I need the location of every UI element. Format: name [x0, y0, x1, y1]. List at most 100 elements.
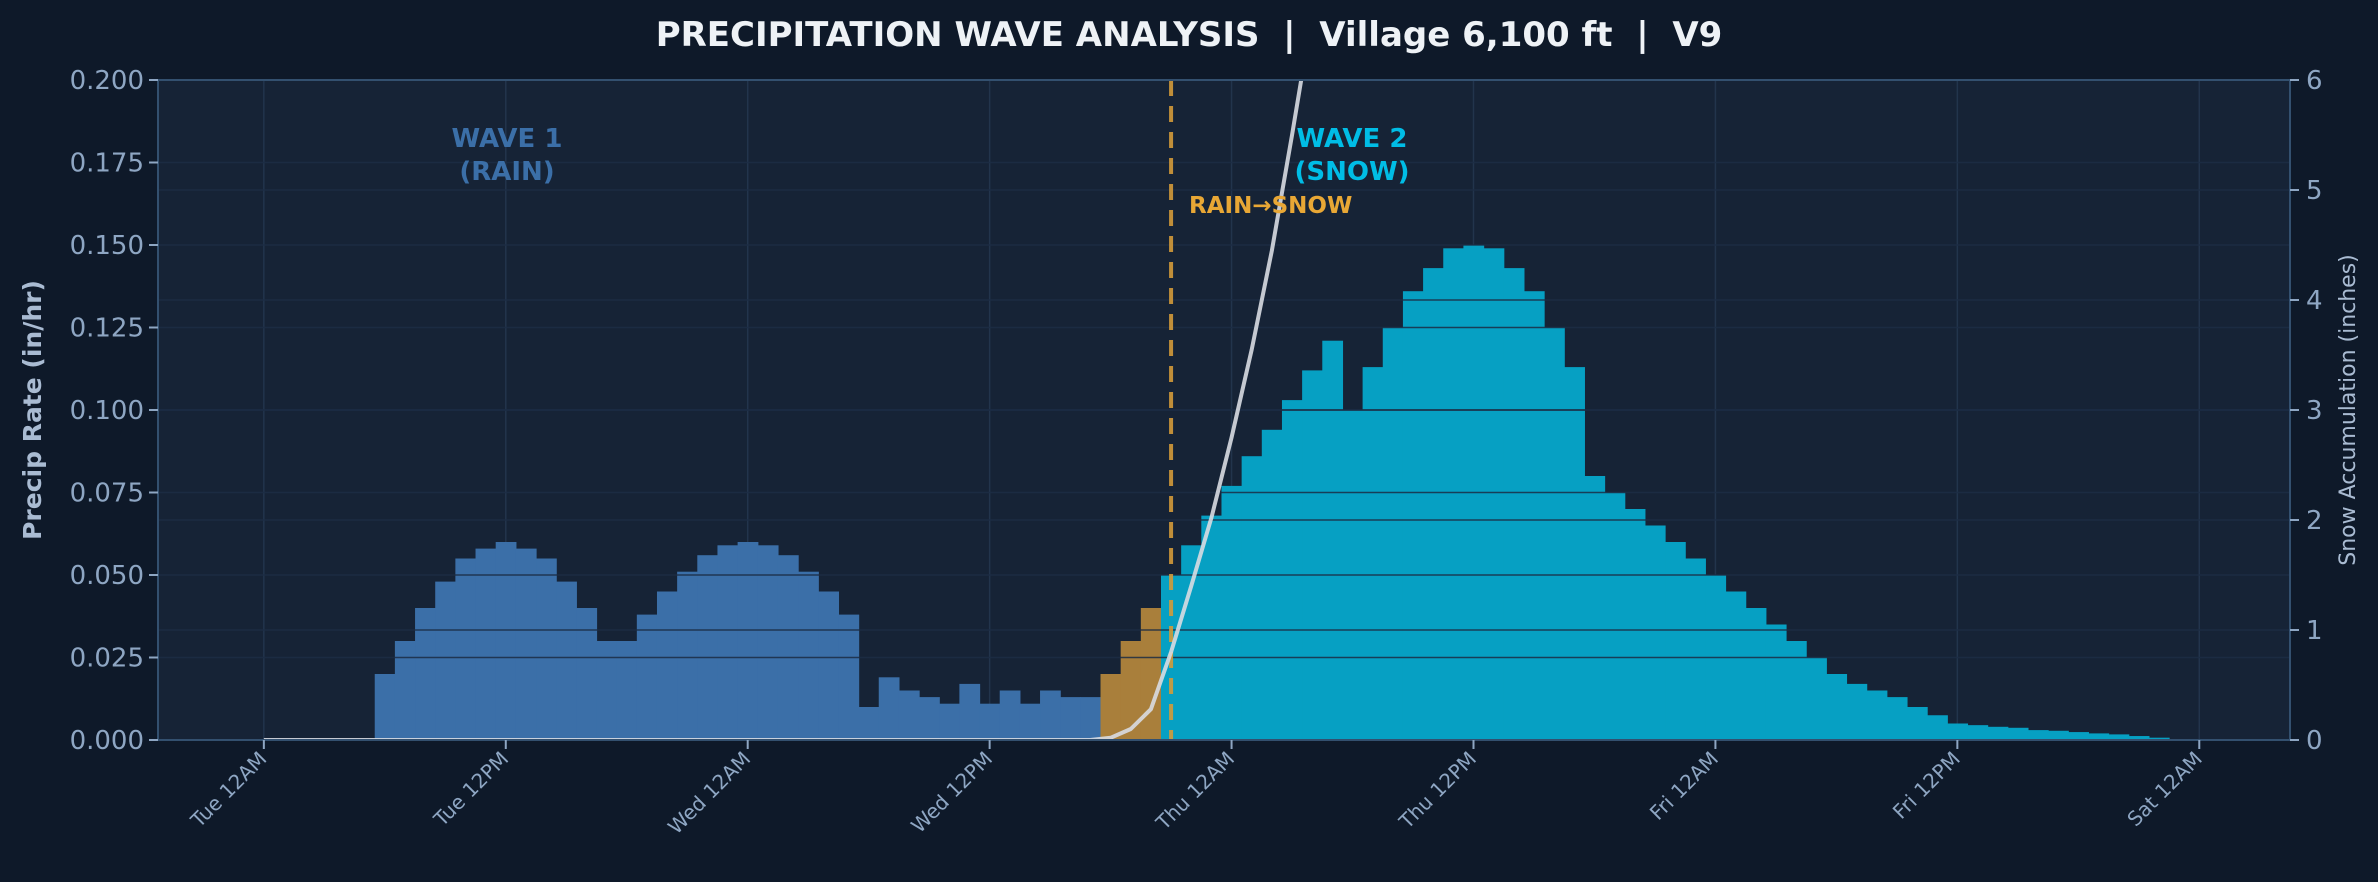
snow-bar	[1886, 697, 1908, 740]
snow-bar	[2027, 730, 2049, 740]
wave2-label: WAVE 2 (SNOW)	[1294, 124, 1409, 187]
snow-bar	[1302, 370, 1323, 740]
snow-bar	[1947, 723, 1969, 740]
snow-bar	[1806, 657, 1827, 740]
accumulation-line-group	[263, 80, 1304, 740]
rain-bar	[959, 683, 981, 740]
snow-bar	[1745, 608, 1767, 740]
rain-bar	[999, 690, 1021, 740]
rain-bar	[556, 581, 577, 740]
rain-bar	[455, 558, 477, 740]
snow-bar	[1906, 707, 1928, 740]
snow-bar	[1644, 525, 1666, 740]
rain-bar	[818, 591, 840, 740]
rain-bar	[697, 555, 719, 740]
snow-bar	[1241, 456, 1263, 740]
snow-bar	[2108, 734, 2130, 740]
snow-bar	[2128, 736, 2150, 740]
y-tick-label: 0.050	[70, 561, 144, 591]
y2-tick-label: 2	[2306, 506, 2323, 536]
y-axis-title: Precip Rate (in/hr)	[18, 280, 47, 540]
snow-bar	[1584, 476, 1606, 740]
transition-bar	[1100, 674, 1122, 740]
rain-bar	[616, 641, 638, 740]
y-tick-label: 0.100	[70, 396, 144, 426]
snow-bar	[2148, 737, 2170, 740]
rain-bar	[394, 641, 416, 740]
rain-bar	[939, 703, 960, 740]
bars	[374, 245, 2190, 741]
rain-bar	[435, 581, 456, 740]
rain-bar	[737, 542, 759, 740]
y2-tick-label: 0	[2306, 726, 2323, 756]
snow-bar	[1604, 492, 1626, 740]
rain-bar	[495, 542, 517, 740]
y-tick-label: 0.150	[70, 231, 144, 261]
rain-bar	[374, 674, 396, 740]
y-tick-label: 0.200	[70, 66, 144, 96]
y-axis-ticks: 0.000 0.025 0.050 0.075 0.100 0.125 0.150 0.175…	[70, 66, 158, 756]
snow-bar	[1483, 248, 1505, 741]
rain-bar	[596, 641, 618, 740]
transition-bar	[1140, 608, 1162, 740]
rain-bar	[536, 558, 557, 740]
rain-bar	[898, 690, 920, 740]
snow-bar	[2048, 730, 2069, 740]
snow-bar	[1443, 248, 1465, 741]
snow-bar	[1826, 674, 1848, 740]
snow-bar	[1846, 683, 1868, 740]
rain-bar	[677, 571, 698, 740]
rain-bar	[777, 555, 799, 740]
snow-bar	[1261, 429, 1283, 740]
snow-bar	[1725, 591, 1747, 740]
rain-bar	[1040, 690, 1061, 740]
rain-bar	[515, 548, 537, 740]
snow-bar	[1322, 340, 1344, 740]
y-tick-label: 0.125	[70, 314, 144, 344]
snow-bar	[1987, 726, 2009, 740]
rain-snow-label: RAIN→SNOW	[1189, 193, 1352, 219]
snow-bar	[2007, 727, 2029, 740]
y-tick-label: 0.025	[70, 644, 144, 674]
snow-bar	[1523, 291, 1545, 740]
rain-bar	[1060, 697, 1081, 740]
rain-bar	[1080, 697, 1102, 740]
rain-bar	[636, 614, 658, 740]
snow-bar	[2088, 733, 2110, 740]
wave1-label: WAVE 1 (RAIN)	[452, 124, 563, 187]
snow-bar	[1503, 268, 1525, 740]
snow-bar	[1382, 327, 1404, 740]
y2-tick-label: 6	[2306, 66, 2323, 96]
snow-accumulation-line	[263, 80, 1304, 740]
rain-bar	[576, 608, 598, 740]
chart-title: PRECIPITATION WAVE ANALYSIS | Village 6,…	[656, 15, 1723, 55]
rain-bar	[878, 677, 900, 740]
snow-bar	[2068, 732, 2089, 740]
rain-bar	[919, 697, 940, 740]
snow-bar	[1785, 641, 1807, 740]
rain-bar	[858, 707, 880, 740]
y2-axis-ticks: 0 1 2 3 4 5 6	[2290, 66, 2323, 756]
snow-bar	[1402, 291, 1424, 740]
snow-bar	[1362, 367, 1384, 740]
rain-bar	[979, 703, 1001, 740]
snow-bar	[1564, 367, 1585, 740]
rain-bar	[1019, 703, 1041, 740]
snow-bar	[1281, 400, 1303, 740]
snow-bar	[1221, 485, 1243, 740]
rain-bar	[656, 591, 678, 740]
y-tick-label: 0.175	[70, 149, 144, 179]
rain-bar	[717, 545, 739, 740]
y-tick-label: 0.075	[70, 479, 144, 509]
rain-bar	[757, 545, 779, 740]
y2-tick-label: 5	[2306, 176, 2323, 206]
snow-bar	[1665, 542, 1686, 740]
y2-axis-title: Snow Accumulation (inches)	[2336, 254, 2361, 566]
snow-bar	[1765, 624, 1787, 740]
wave2-label-line2: (SNOW)	[1294, 157, 1409, 187]
snow-bar	[1685, 558, 1706, 740]
transition-bar	[1120, 641, 1142, 740]
snow-bar	[1423, 268, 1444, 740]
rain-bar	[838, 614, 860, 740]
